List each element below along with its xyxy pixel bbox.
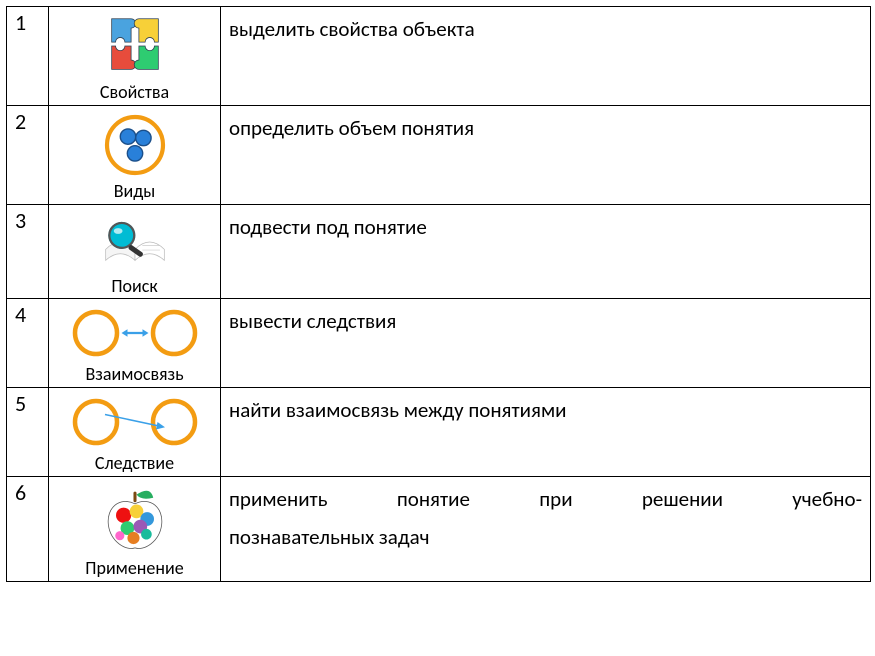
search-book-icon — [90, 209, 180, 275]
row-number: 5 — [7, 388, 49, 477]
icon-label: Взаимосвязь — [53, 365, 216, 385]
table-row: 2 Виды определить объем понятия — [7, 105, 871, 204]
row-description: найти взаимосвязь между понятиями — [221, 388, 871, 477]
table-row: 6 Применение применить п — [7, 476, 871, 581]
icon-cell: Следствие — [49, 388, 221, 477]
properties-puzzle-icon — [96, 11, 174, 81]
icon-cell: Виды — [49, 105, 221, 204]
types-circles-icon — [99, 110, 171, 180]
table-row: 1 Свойства выделить свойства объекта — [7, 7, 871, 106]
row-description: выделить свойства объекта — [221, 7, 871, 106]
icon-label: Поиск — [53, 277, 216, 297]
icon-cell: Поиск — [49, 204, 221, 299]
consequence-arrow-icon — [65, 392, 205, 452]
application-apple-icon — [96, 481, 174, 557]
relation-circles-icon — [65, 303, 205, 363]
row-number: 4 — [7, 299, 49, 388]
row-number: 6 — [7, 476, 49, 581]
description-line: познавательных задач — [229, 519, 862, 557]
icon-label: Виды — [53, 182, 216, 202]
table-row: 5 Следствие найти взаимосвязь между поня… — [7, 388, 871, 477]
row-description: определить объем понятия — [221, 105, 871, 204]
icon-cell: Свойства — [49, 7, 221, 106]
description-line: применить понятие при решении учебно- — [229, 481, 862, 519]
icon-cell: Взаимосвязь — [49, 299, 221, 388]
table-row: 3 Поиск подвести под понятие — [7, 204, 871, 299]
row-number: 3 — [7, 204, 49, 299]
row-description: подвести под понятие — [221, 204, 871, 299]
icon-cell: Применение — [49, 476, 221, 581]
icon-label: Свойства — [53, 83, 216, 103]
concepts-table: 1 Свойства выделить свойства объекта 2 — [6, 6, 871, 582]
icon-label: Применение — [53, 559, 216, 579]
icon-label: Следствие — [53, 454, 216, 474]
row-description: применить понятие при решении учебно- по… — [221, 476, 871, 581]
row-number: 2 — [7, 105, 49, 204]
row-number: 1 — [7, 7, 49, 106]
table-row: 4 Взаимосвязь вывести следствия — [7, 299, 871, 388]
row-description: вывести следствия — [221, 299, 871, 388]
